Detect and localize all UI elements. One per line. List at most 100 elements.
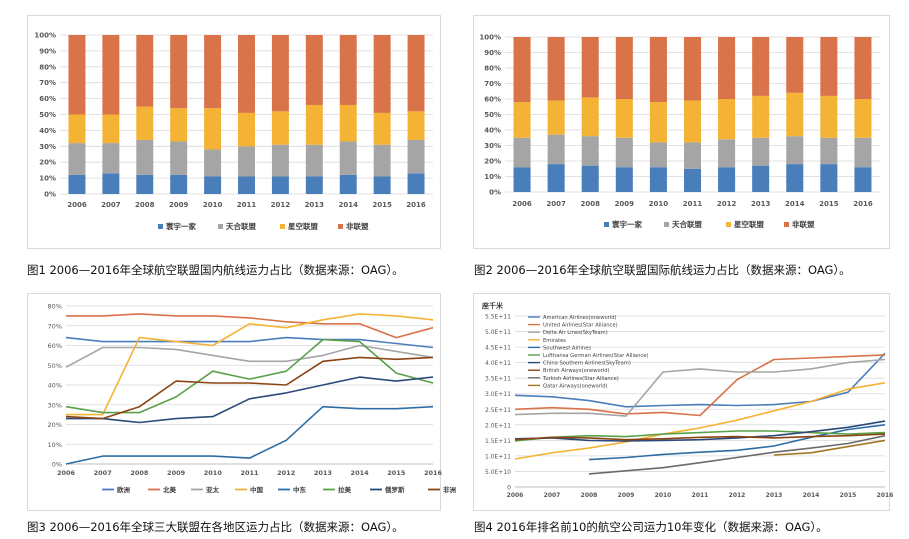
fig4-y-tick-label: 4.0E+11 <box>485 360 511 367</box>
fig2-bar-非联盟-2009 <box>615 37 633 99</box>
fig2-bar-非联盟-2007 <box>547 37 565 101</box>
fig4-x-tick-label: 2008 <box>581 492 598 499</box>
fig1-bar-寰宇一家-2015 <box>373 176 391 194</box>
fig2-bar-天合联盟-2013 <box>752 137 770 166</box>
fig3-x-tick-label: 2006 <box>57 469 76 477</box>
fig1-bar-星空联盟-2016 <box>407 111 425 140</box>
fig3-y-tick-label: 60% <box>48 342 62 350</box>
fig4-x-tick-label: 2006 <box>507 492 524 499</box>
fig1-bar-非联盟-2016 <box>407 35 425 112</box>
fig3-legend-label: 欧洲 <box>117 485 131 494</box>
fig2-bar-天合联盟-2015 <box>820 137 838 165</box>
fig1-bar-寰宇一家-2010 <box>204 176 222 194</box>
fig3-x-tick-label: 2011 <box>240 469 259 477</box>
fig2-bar-寰宇一家-2014 <box>786 164 804 192</box>
fig2-bar-寰宇一家-2009 <box>615 167 633 192</box>
fig1-bar-天合联盟-2012 <box>271 144 289 177</box>
fig3-legend-label: 亚太 <box>206 485 220 494</box>
fig2-bar-天合联盟-2014 <box>786 136 804 165</box>
fig2-y-tick-label: 70% <box>484 80 501 88</box>
fig1-bar-非联盟-2008 <box>136 35 154 107</box>
fig4-y-axis-label: 座千米 <box>482 301 504 310</box>
fig2-bar-天合联盟-2012 <box>718 139 736 168</box>
fig3-y-tick-label: 30% <box>48 401 62 409</box>
fig4-x-tick-label: 2007 <box>544 492 561 499</box>
fig4-series-line-China Southern Airlines(SkyTeam) <box>514 420 886 442</box>
fig2-bar-寰宇一家-2008 <box>581 165 599 192</box>
fig2-legend-label: 非联盟 <box>792 219 815 229</box>
fig2-bar-非联盟-2013 <box>752 37 770 96</box>
fig1-bar-非联盟-2007 <box>102 35 120 115</box>
fig3-x-tick-label: 2012 <box>277 469 295 477</box>
fig1-bar-天合联盟-2009 <box>170 141 188 175</box>
figure-1-caption: 图1 2006—2016年全球航空联盟国内航线运力占比（数据来源：OAG）。 <box>27 263 404 277</box>
fig2-bar-寰宇一家-2013 <box>752 165 770 192</box>
fig3-series-line-中东 <box>65 405 434 465</box>
fig2-bar-星空联盟-2016 <box>854 99 872 138</box>
fig3-series-line-亚太 <box>65 344 434 368</box>
fig1-bar-寰宇一家-2012 <box>271 176 289 194</box>
fig4-y-tick-label: 1.5E+11 <box>485 438 511 445</box>
fig1-bar-天合联盟-2015 <box>373 144 391 177</box>
fig3-legend-label: 中国 <box>250 485 264 494</box>
fig4-series-line-Emirates <box>514 382 886 460</box>
fig2-bar-非联盟-2012 <box>718 37 736 99</box>
fig2-y-tick-label: 80% <box>484 65 501 73</box>
fig2-y-tick-label: 0% <box>489 189 501 197</box>
fig2-x-tick-label: 2014 <box>785 200 805 208</box>
fig1-bar-寰宇一家-2006 <box>68 174 86 194</box>
fig4-y-tick-label: 3.5E+11 <box>485 376 511 383</box>
fig2-bar-星空联盟-2008 <box>581 97 599 137</box>
fig2-bar-天合联盟-2008 <box>581 136 599 166</box>
fig2-bar-非联盟-2015 <box>820 37 838 96</box>
fig4-x-tick-label: 2011 <box>692 492 709 499</box>
fig1-bar-星空联盟-2013 <box>305 104 323 145</box>
fig3-legend-label: 北美 <box>163 485 177 494</box>
fig2-bar-星空联盟-2015 <box>820 95 838 138</box>
fig4-legend-label: Lufthansa German Airlines(Star Alliance) <box>543 353 648 359</box>
fig1-bar-寰宇一家-2013 <box>305 176 323 194</box>
fig4-x-tick-label: 2015 <box>840 492 857 499</box>
fig1-x-tick-label: 2016 <box>406 201 426 209</box>
fig3-y-tick-label: 20% <box>48 421 62 429</box>
fig2-x-tick-label: 2009 <box>615 200 635 208</box>
fig4-y-tick-label: 0 <box>507 485 511 492</box>
fig1-bar-天合联盟-2006 <box>68 143 86 175</box>
fig4-series-line-Delta Air Lines(SkyTeam) <box>514 358 886 417</box>
fig2-bar-寰宇一家-2010 <box>649 167 667 192</box>
fig4-x-tick-label: 2012 <box>729 492 746 499</box>
fig1-bar-天合联盟-2013 <box>305 144 323 177</box>
fig4-x-tick-label: 2010 <box>655 492 672 499</box>
fig3-legend-label: 非洲 <box>443 485 457 494</box>
fig4-series-line-British Airways(oneworld) <box>514 433 886 441</box>
fig1-legend-label: 天合联盟 <box>226 221 256 231</box>
fig2-x-tick-label: 2006 <box>512 200 532 208</box>
fig1-x-tick-label: 2012 <box>271 201 291 209</box>
figure-3-panel <box>27 293 441 511</box>
fig1-y-tick-label: 100% <box>34 32 56 40</box>
fig4-legend-label: Delta Air Lines(SkyTeam) <box>543 330 608 336</box>
fig1-y-tick-label: 70% <box>39 79 56 87</box>
fig1-bar-非联盟-2014 <box>339 35 357 105</box>
fig2-bar-非联盟-2014 <box>786 37 804 93</box>
fig2-bar-天合联盟-2006 <box>513 137 531 168</box>
fig1-legend-label: 寰宇一家 <box>165 221 196 231</box>
fig1-bar-天合联盟-2010 <box>204 149 222 177</box>
fig4-y-tick-label: 1.0E+11 <box>485 453 511 460</box>
fig3-x-tick-label: 2007 <box>94 469 112 477</box>
fig2-bar-星空联盟-2011 <box>683 100 702 143</box>
fig2-y-tick-label: 50% <box>484 111 501 119</box>
fig1-bar-非联盟-2013 <box>305 35 323 105</box>
fig2-x-tick-label: 2007 <box>546 200 566 208</box>
fig2-bar-寰宇一家-2016 <box>854 167 872 192</box>
fig2-bar-寰宇一家-2006 <box>513 167 531 192</box>
fig1-bar-天合联盟-2011 <box>238 146 255 177</box>
fig4-series-line-Lufthansa German Airlines(Star Alliance) <box>514 430 886 442</box>
fig3-y-tick-label: 80% <box>48 303 62 311</box>
fig3-x-tick-label: 2016 <box>424 469 443 477</box>
fig1-bar-非联盟-2012 <box>271 35 289 112</box>
fig4-legend-label: Emirates <box>543 338 566 344</box>
fig2-bar-星空联盟-2014 <box>786 92 804 137</box>
fig4-x-tick-label: 2014 <box>803 492 820 499</box>
fig1-y-tick-label: 50% <box>39 111 56 119</box>
